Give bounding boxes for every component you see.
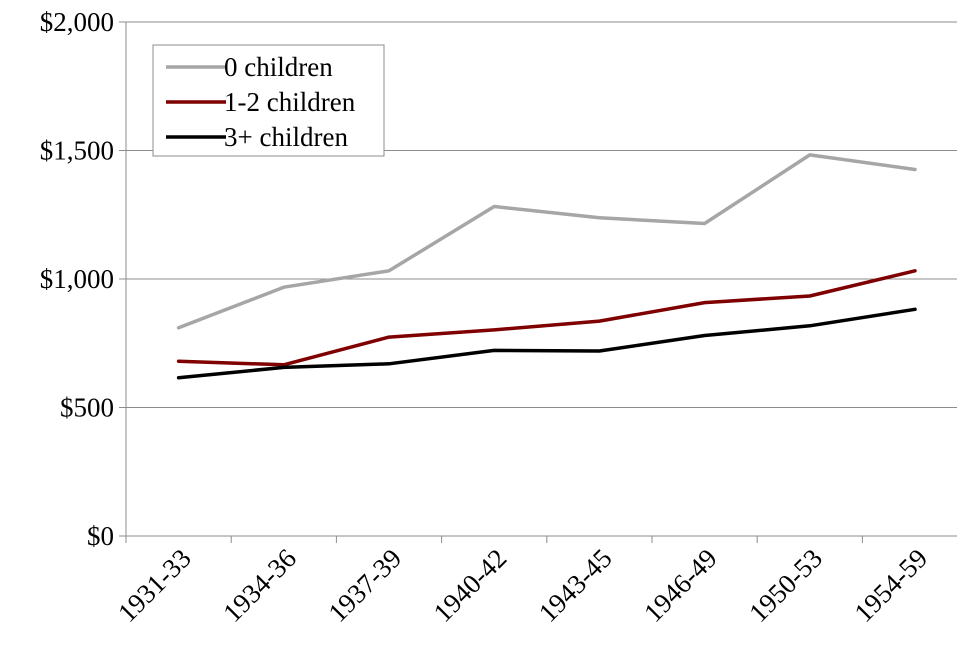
series-line-1 [176, 153, 917, 330]
x-tick-label: 1937-39 [322, 543, 407, 628]
x-tick-label: 1940-42 [428, 543, 513, 628]
x-tick-label: 1954-59 [848, 543, 933, 628]
legend: 0 children 1-2 children 3+ children [152, 44, 385, 157]
x-tick-label: 1934-36 [217, 543, 302, 628]
x-tick-label: 1946-49 [638, 543, 723, 628]
x-tick-label: 1950-53 [743, 543, 828, 628]
legend-label: 0 children [224, 52, 333, 82]
axes [119, 21, 957, 543]
y-tick-labels: $0 $500 $1,000 $1,500 $2,000 [40, 7, 114, 551]
x-tick-label: 1943-45 [533, 543, 618, 628]
legend-label: 1-2 children [224, 87, 356, 117]
y-tick-label: $1,500 [40, 136, 114, 166]
series-line-3 [176, 307, 917, 380]
series-lines [176, 153, 917, 380]
x-tick-label: 1931-33 [112, 543, 197, 628]
y-tick-label: $1,000 [40, 264, 114, 294]
y-tick-label: $500 [60, 393, 114, 423]
y-tick-label: $2,000 [40, 7, 114, 37]
series-line-2 [176, 269, 917, 367]
y-tick-label: $0 [87, 521, 114, 551]
legend-label: 3+ children [224, 122, 348, 152]
x-tick-labels: 1931-33 1934-36 1937-39 1940-42 1943-45 1946-… [112, 543, 933, 628]
